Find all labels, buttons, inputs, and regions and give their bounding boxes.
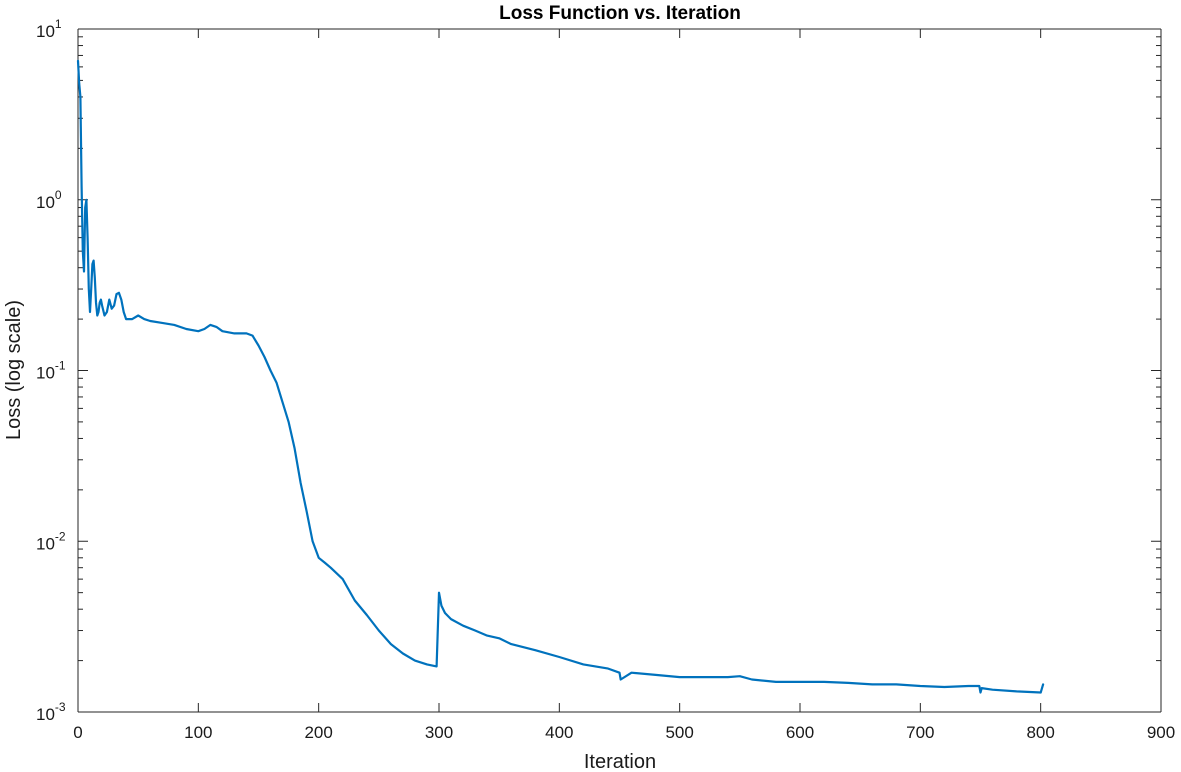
x-tick-label: 0 [73, 723, 82, 742]
y-tick-label: 10-3 [36, 700, 66, 724]
x-axis-label: Iteration [584, 751, 656, 772]
x-tick-label: 500 [665, 723, 693, 742]
axis-ticks [77, 28, 1162, 713]
series-line-0 [76, 59, 1045, 694]
y-tick-exponent: 0 [55, 188, 62, 202]
series-group [76, 59, 1045, 694]
x-tick-label: 400 [545, 723, 573, 742]
x-tick-label: 600 [786, 723, 814, 742]
y-tick-base: 10 [36, 193, 55, 212]
y-tick-exponent: -2 [55, 529, 66, 543]
y-tick-exponent: 1 [55, 17, 62, 31]
plot-area [77, 28, 1162, 713]
x-tick-labels: 0 100 200 300 400 500 600 700 800 900 [73, 723, 1175, 742]
chart-title: Loss Function vs. Iteration [499, 3, 741, 24]
x-tick-label: 800 [1026, 723, 1054, 742]
x-tick-label: 700 [906, 723, 934, 742]
x-tick-label: 300 [425, 723, 453, 742]
y-tick-label: 10-2 [36, 529, 66, 553]
y-tick-label: 101 [36, 17, 62, 41]
x-tick-label: 100 [184, 723, 212, 742]
y-axis-label: Loss (log scale) [3, 300, 25, 440]
y-tick-base: 10 [36, 534, 55, 553]
y-tick-exponent: -1 [55, 359, 66, 373]
y-tick-label: 100 [36, 188, 62, 212]
x-tick-label: 200 [304, 723, 332, 742]
y-tick-base: 10 [36, 364, 55, 383]
y-tick-base: 10 [36, 22, 55, 41]
y-tick-label: 10-1 [36, 359, 66, 383]
y-tick-base: 10 [36, 705, 55, 724]
x-tick-label: 900 [1147, 723, 1175, 742]
y-tick-exponent: -3 [55, 700, 66, 714]
